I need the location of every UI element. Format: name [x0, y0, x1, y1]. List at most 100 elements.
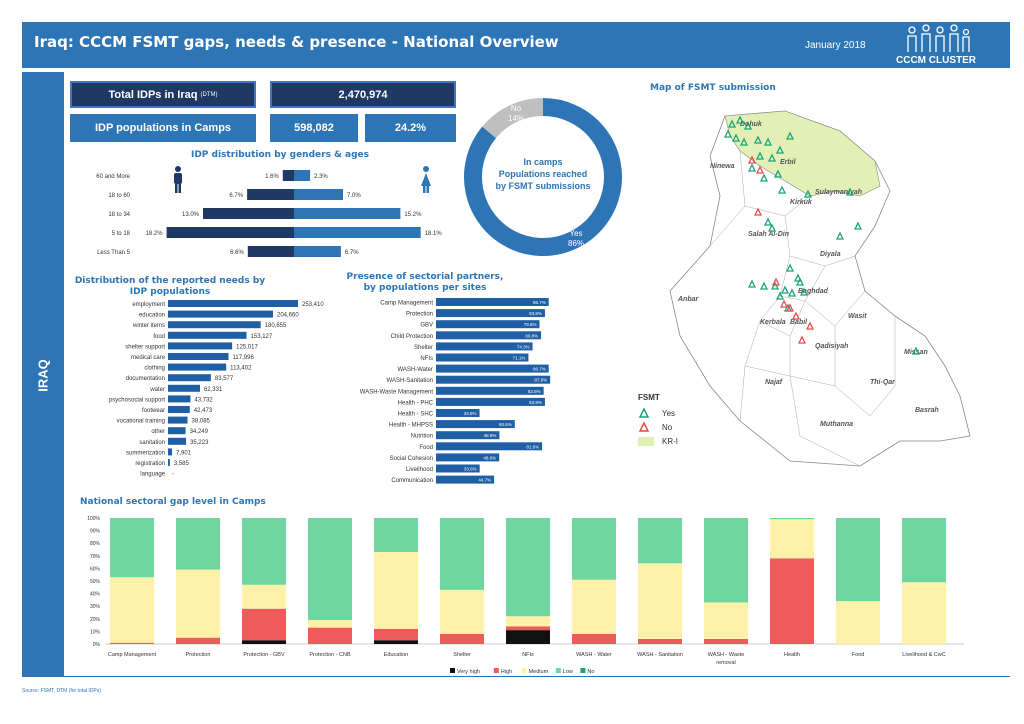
- map-legend: FSMT Yes No KR-I: [638, 393, 718, 448]
- needs-bar: [168, 406, 190, 413]
- gap-category-label: Protection - CNB: [309, 652, 351, 658]
- total-idps-label-box: Total IDPs in Iraq (DTM): [70, 81, 256, 108]
- donut-yes-pct: 86%: [568, 239, 585, 248]
- needs-bar: [168, 342, 233, 350]
- female-value-label: 2.3%: [314, 174, 328, 180]
- gap-bar-segment: [902, 582, 946, 644]
- partners-chart: Camp Management 86.7% Protection 83.8% GBV 79…: [360, 298, 551, 484]
- total-idps-value: 2,470,974: [338, 88, 388, 101]
- partners-bar: [436, 386, 544, 395]
- donut-center-line1: In camps: [523, 157, 563, 167]
- site-marker-yes: [787, 288, 797, 297]
- male-value-label: 18.2%: [146, 231, 164, 237]
- partners-bar: [436, 475, 495, 484]
- gap-legend-label: Medium: [529, 669, 549, 675]
- needs-category-label: food: [153, 334, 165, 340]
- needs-value-label: 204,660: [277, 313, 299, 319]
- gap-legend-label: Low: [563, 669, 573, 675]
- gap-bar-segment: [704, 518, 748, 603]
- map-region-label: Najaf: [765, 379, 783, 386]
- legend-no: No: [638, 420, 718, 434]
- partners-bar: [436, 420, 515, 429]
- gap-category-label: WASH - Sanitation: [637, 652, 683, 658]
- partners-value-label: 87.8%: [534, 378, 547, 383]
- map-region-label: Babil: [790, 319, 808, 326]
- donut-no-text: No: [510, 104, 522, 113]
- site-marker-yes: [799, 287, 809, 296]
- gap-legend-label: No: [587, 669, 594, 675]
- page-title: Iraq: CCCM FSMT gaps, needs & presence -…: [34, 33, 559, 51]
- donut-yes-text: Yes: [569, 229, 583, 238]
- partners-value-label: 74.3%: [517, 344, 530, 349]
- gap-legend-label: Very high: [457, 669, 480, 675]
- map-region-label: Diyala: [820, 251, 841, 258]
- legend-yes: Yes: [638, 406, 718, 420]
- gap-bar-segment: [110, 577, 154, 643]
- gap-category-label: Livelihood & CwC: [902, 652, 945, 658]
- gap-bar-segment: [308, 620, 352, 628]
- partners-value-label: 80.8%: [525, 333, 538, 338]
- camps-pct-box: 24.2%: [365, 114, 456, 142]
- gap-bar-segment: [572, 579, 616, 634]
- map-region-label: Missan: [904, 349, 928, 356]
- gap-legend-swatch: [580, 668, 586, 673]
- needs-value-label: 117,996: [233, 355, 255, 361]
- gap-bar-segment: [110, 642, 154, 644]
- camps-value-box: 598,082: [270, 114, 358, 142]
- partners-value-label: 44.7%: [478, 478, 491, 483]
- gap-ytick-label: 70%: [90, 554, 101, 560]
- partners-value-label: 81.6%: [526, 444, 539, 449]
- needs-value-label: 43,732: [194, 397, 213, 403]
- people-icon: [907, 24, 970, 52]
- gap-bar-segment: [770, 519, 814, 559]
- age-chart-title: IDP distribution by genders & ages: [190, 150, 370, 160]
- needs-value-label: 125,017: [236, 344, 258, 350]
- needs-value-label: 35,223: [190, 440, 209, 446]
- site-marker-yes: [775, 145, 785, 154]
- gap-bar-segment: [440, 633, 484, 644]
- needs-category-label: water: [149, 387, 165, 393]
- needs-value-label: -: [172, 472, 174, 478]
- partners-value-label: 79.6%: [524, 322, 537, 327]
- map-region-label: Sulaymaniyah: [815, 189, 862, 196]
- site-marker-yes: [785, 263, 795, 272]
- gap-bar-segment: [176, 569, 220, 638]
- partners-value-label: 60.6%: [499, 422, 512, 427]
- site-marker-yes: [727, 119, 737, 128]
- site-marker-yes: [731, 133, 741, 142]
- gap-bar-segment: [374, 552, 418, 629]
- gap-legend-swatch: [493, 668, 499, 673]
- partners-value-label: 33.6%: [464, 467, 477, 472]
- partners-category-label: Health - SHC: [398, 412, 434, 418]
- partners-category-label: Health - MHPSS: [389, 423, 433, 429]
- needs-value-label: 180,655: [265, 323, 287, 329]
- gap-bar-segment: [506, 616, 550, 627]
- partners-category-label: Livelihood: [406, 467, 433, 473]
- donut-no-pct: 14%: [508, 114, 525, 123]
- site-marker-yes: [803, 189, 813, 198]
- needs-category-label: registration: [135, 461, 165, 467]
- gap-bar-segment: [770, 558, 814, 644]
- site-marker-yes: [780, 285, 790, 294]
- donut-no-label: No 14%: [508, 104, 524, 124]
- site-marker-yes: [845, 187, 855, 196]
- female-icon: [421, 166, 431, 193]
- total-idps-value-box: 2,470,974: [270, 81, 456, 108]
- partners-bar: [436, 364, 549, 373]
- needs-value-label: 3,585: [174, 461, 190, 467]
- age-category-label: Less Than 5: [97, 250, 131, 256]
- male-value-label: 6.7%: [229, 193, 243, 199]
- partners-category-label: Communication: [391, 478, 433, 484]
- gap-chart-title: National sectoral gap level in Camps: [80, 497, 266, 507]
- gap-ytick-label: 20%: [90, 617, 101, 623]
- site-marker-yes: [763, 217, 773, 226]
- total-idps-label: Total IDPs in Iraq: [108, 88, 198, 101]
- partners-value-label: 86.7%: [533, 367, 546, 372]
- site-marker-no: [791, 311, 801, 320]
- partners-bar: [436, 342, 533, 351]
- map-region-label: Kerbala: [760, 319, 786, 326]
- site-marker-yes: [795, 277, 805, 286]
- map-region-label: Ninewa: [710, 163, 735, 170]
- needs-bar: [168, 416, 188, 424]
